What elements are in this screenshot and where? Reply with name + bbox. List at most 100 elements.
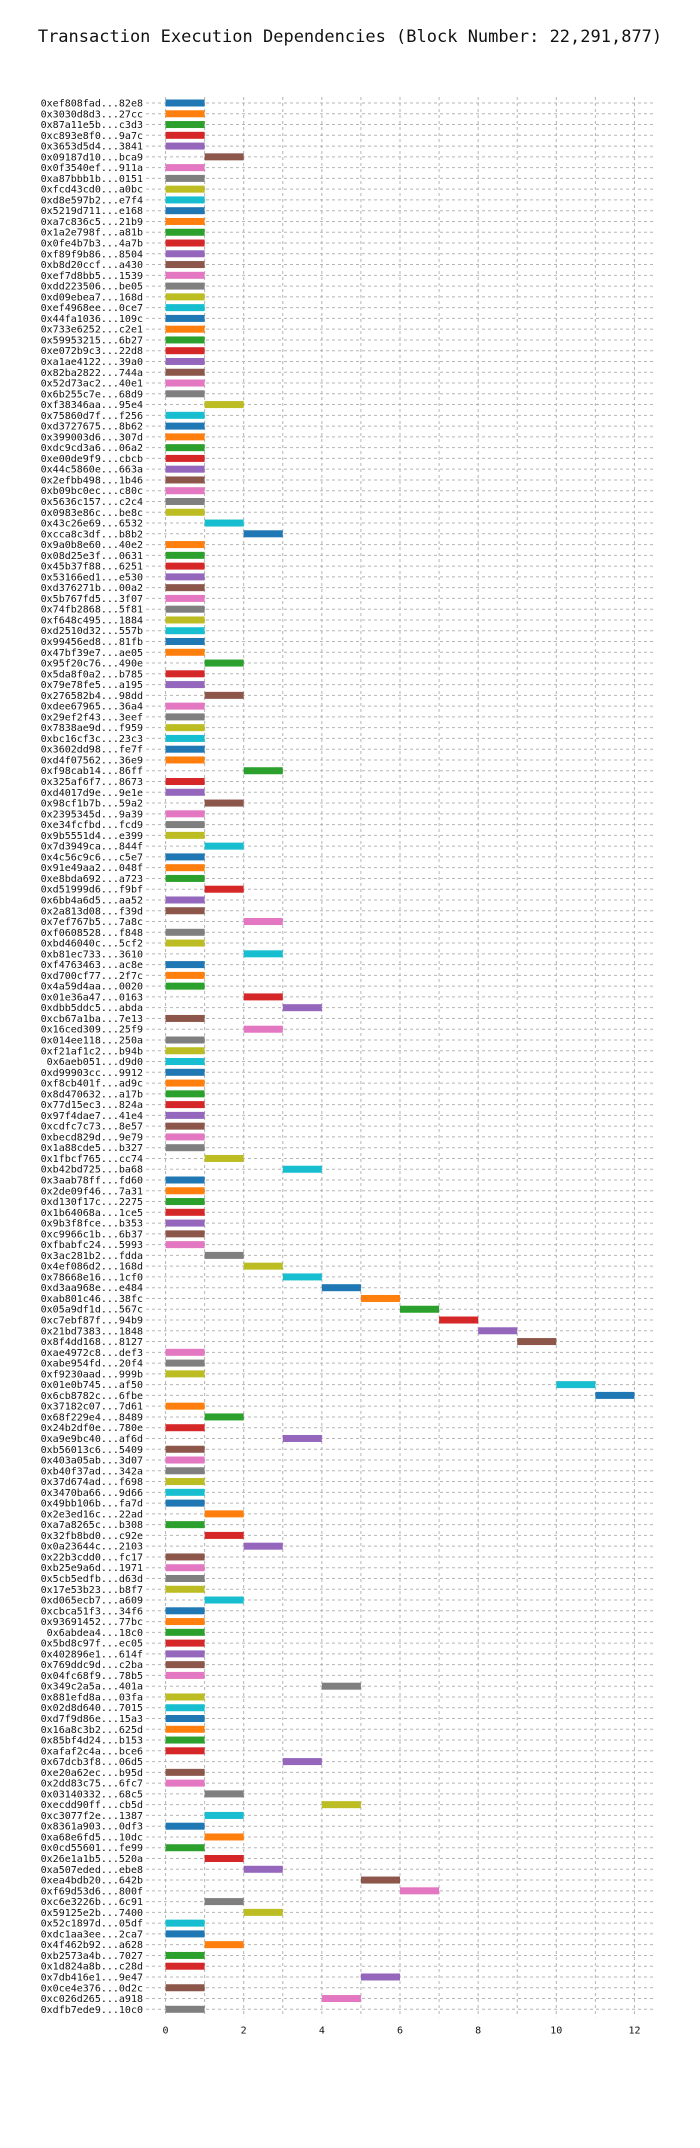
tx-bar [165,713,205,721]
tx-bar [165,648,205,656]
tx-bar [165,584,205,592]
tx-bar [165,939,205,947]
tx-bar [165,1176,205,1184]
tx-bar [400,1887,440,1895]
tx-bar [165,1639,205,1647]
y-tick-label: 0xdee67965...36a4 [41,702,143,713]
y-tick-label: 0x43c26e69...6532 [41,519,143,530]
tx-bar [243,1542,283,1550]
y-axis-labels: 0xef808fad...82e80x3030d8d3...27cc0x87a1… [41,99,143,2016]
y-tick-label: 0x4c56c9c6...c5e7 [41,852,143,863]
tx-bar [165,1488,205,1496]
y-tick-label: 0x49bb106b...fa7d [41,1499,143,1510]
y-tick-label: 0x3ac281b2...fdda [41,1251,143,1262]
y-tick-label: 0xcdfc7c73...8e57 [41,1122,143,1133]
y-tick-label: 0xa7a8265c...b308 [41,1520,143,1531]
y-tick-label: 0x3602dd98...fe7f [41,745,143,756]
y-tick-label: 0x5636c157...c2c4 [41,497,143,508]
tx-bar [165,465,205,473]
x-tick-label: 0 [163,2025,169,2036]
tx-bar [165,1919,205,1927]
tx-bar [165,1198,205,1206]
tx-bar [204,691,244,699]
y-tick-label: 0x44c5860e...663a [41,465,143,476]
tx-bar [165,1521,205,1529]
tx-bar [165,1241,205,1249]
y-tick-label: 0xd3727675...8b62 [41,422,143,433]
y-tick-label: 0xef808fad...82e8 [41,99,143,110]
tx-bar [165,1715,205,1722]
tx-bar [165,293,205,301]
tx-bar [165,185,205,193]
tx-bar [165,1779,205,1787]
tx-bar [165,433,205,441]
tx-bar [165,1111,205,1119]
tx-bar [165,1122,205,1130]
y-tick-label: 0x7ef767b5...7a8c [41,917,143,928]
tx-bar [204,153,244,161]
y-tick-label: 0xabe954fd...20f4 [41,1359,143,1370]
y-tick-label: 0x0ce4e376...0d2c [41,1983,143,1994]
tx-bar [165,541,205,549]
tx-bar [165,1359,205,1367]
tx-bar [165,1725,205,1733]
tx-bar [165,390,205,398]
tx-bar [517,1338,557,1346]
tx-bar [243,1025,283,1033]
y-tick-label: 0xd3aa968e...e484 [41,1283,143,1294]
tx-bar [165,110,205,118]
tx-bar [165,551,205,559]
y-tick-label: 0x0f3540ef...911a [41,163,143,174]
y-tick-label: 0x9a0b8e60...40e2 [41,540,143,551]
tx-bar [282,1004,322,1012]
y-tick-label: 0xa68e6fd5...10dc [41,1832,143,1843]
tx-bar [165,1058,205,1066]
y-tick-label: 0x769ddc9d...c2ba [41,1660,143,1671]
tx-bar [165,1984,205,1992]
y-tick-label: 0x2395345d...9a39 [41,809,143,820]
y-tick-label: 0x01e36a47...0163 [41,992,143,1003]
tx-bar [165,778,205,786]
tx-bar [204,1413,244,1421]
tx-bar [204,1898,244,1906]
y-tick-label: 0x09187d10...bca9 [41,152,143,163]
y-tick-label: 0xbd46040c...5cf2 [41,939,143,950]
x-axis-ticks: 0 2 4 6 8 10 12 [163,2025,641,2036]
tx-bar [165,1047,205,1055]
chart-title: Transaction Execution Dependencies (Bloc… [38,27,662,47]
y-tick-label: 0x402896e1...614f [41,1649,143,1660]
y-tick-label: 0x45b37f88...6251 [41,562,143,573]
y-tick-label: 0x16a8c3b2...625d [41,1725,143,1736]
y-tick-label: 0x37182c07...7d61 [41,1402,143,1413]
y-tick-label: 0x02d8d640...7015 [41,1703,143,1714]
tx-bar [243,1908,283,1916]
tx-bar [321,1801,361,1809]
y-tick-label: 0xfbabfc24...5993 [41,1240,143,1251]
tx-bar [165,1962,205,1970]
tx-bar [165,853,205,861]
tx-bar [165,1553,205,1561]
tx-bar [282,1273,322,1281]
y-tick-label: 0xf0608528...f848 [41,928,143,939]
y-tick-label: 0x5bd8c97f...ec05 [41,1639,143,1650]
tx-bar [165,638,205,645]
tx-bar [165,788,205,796]
y-tick-label: 0xd700cf77...2f7c [41,971,143,982]
y-tick-label: 0x17e53b23...b8f7 [41,1585,143,1596]
y-tick-label: 0x22b3cdd0...fc17 [41,1552,143,1563]
y-tick-label: 0xc7ebf87f...94b9 [41,1316,143,1327]
y-tick-label: 0x1d824a8b...c28d [41,1962,143,1973]
tx-bar [321,1682,361,1690]
y-tick-label: 0x4f462b92...a628 [41,1940,143,1951]
tx-bar [165,99,205,107]
y-tick-label: 0x08d25e3f...0631 [41,551,143,562]
y-tick-label: 0xc6e3226b...6c91 [41,1897,143,1908]
tx-bar [165,174,205,182]
tx-bar [165,1704,205,1712]
y-tick-label: 0x399003d6...307d [41,432,143,443]
x-tick-label: 10 [550,2025,562,2036]
tx-bar [165,896,205,904]
y-tick-label: 0x77d15ec3...824a [41,1100,143,1111]
tx-bar [165,2005,205,2013]
